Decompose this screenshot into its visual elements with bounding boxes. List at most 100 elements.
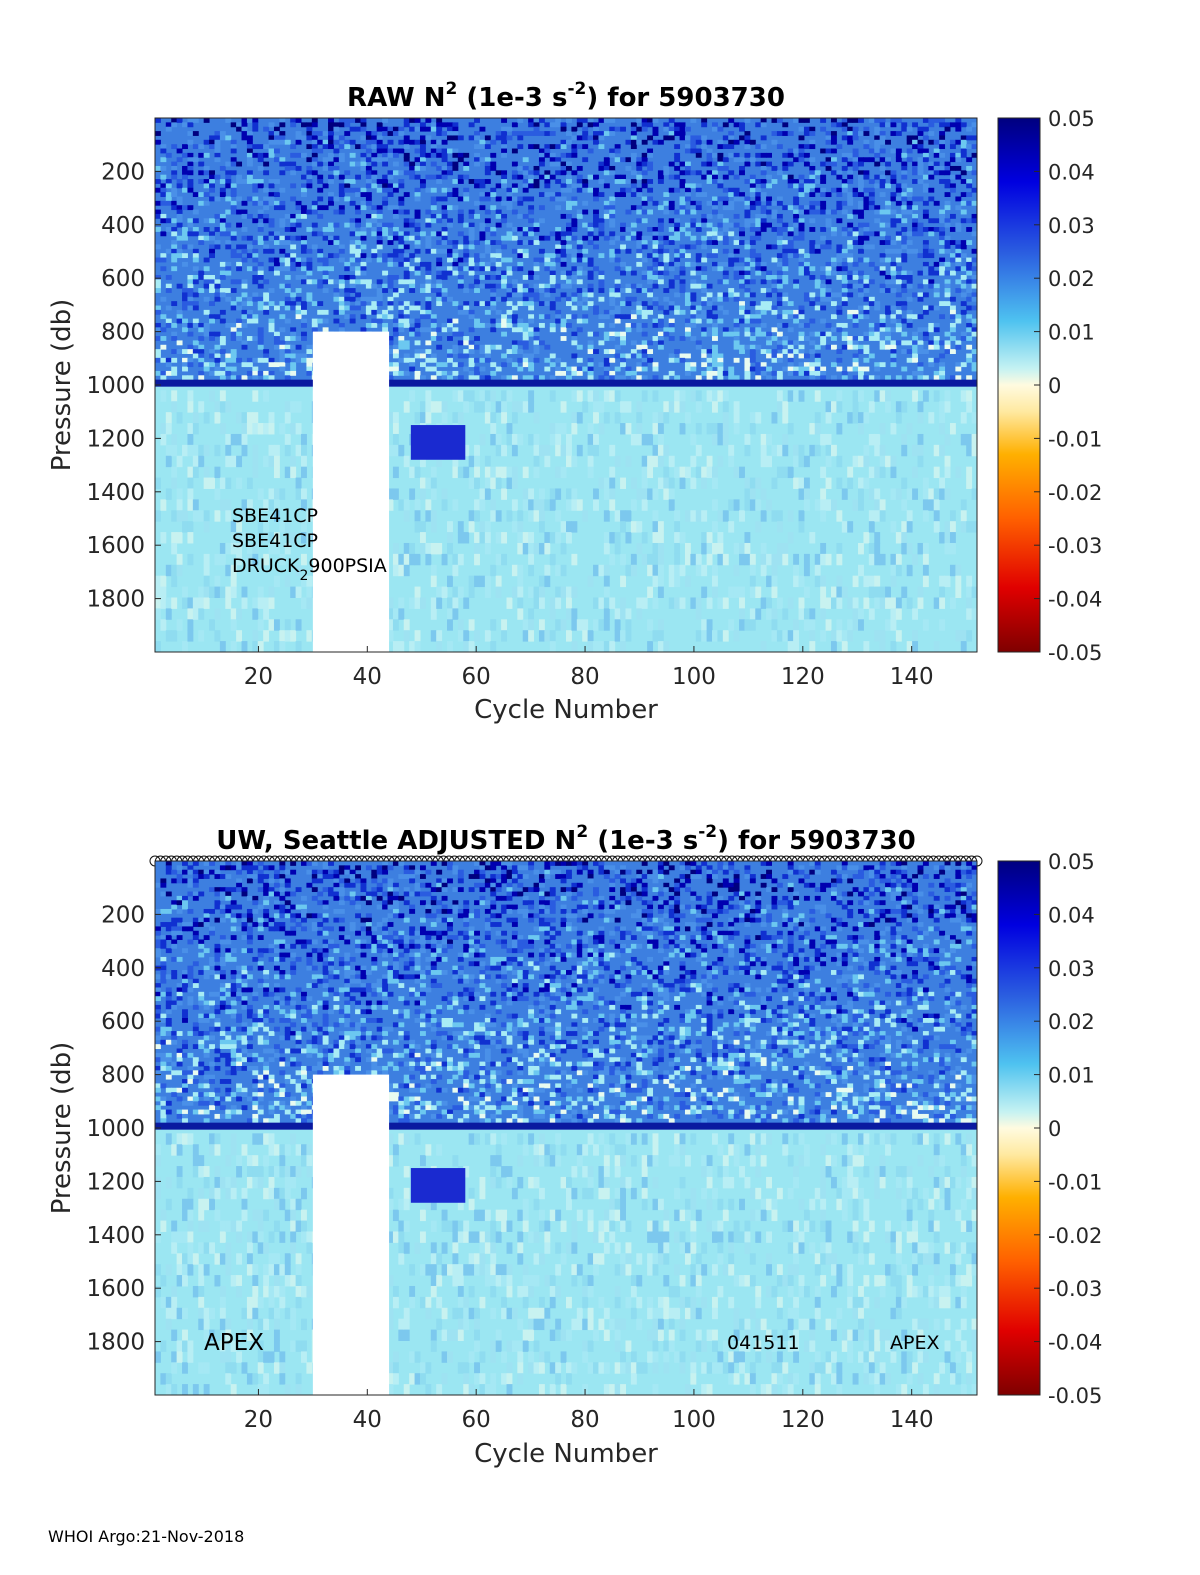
heat-cell bbox=[879, 455, 886, 468]
heat-cell bbox=[874, 131, 881, 136]
heat-cell bbox=[484, 165, 491, 171]
heat-cell bbox=[614, 157, 621, 163]
heat-cell bbox=[620, 192, 626, 197]
heat-cell bbox=[511, 305, 518, 311]
heat-cell bbox=[836, 122, 843, 128]
heat-cell bbox=[538, 619, 545, 631]
heat-cell bbox=[609, 499, 616, 511]
heat-cell bbox=[176, 200, 183, 206]
heat-cell bbox=[793, 553, 800, 566]
heat-cell bbox=[739, 240, 745, 245]
heat-cell bbox=[874, 575, 881, 588]
heat-cell bbox=[728, 139, 735, 145]
heat-cell bbox=[382, 231, 389, 237]
heat-cell bbox=[198, 401, 205, 413]
heat-cell bbox=[468, 244, 475, 250]
heat-cell bbox=[155, 477, 161, 489]
heat-cell bbox=[182, 244, 188, 250]
heat-cell bbox=[160, 336, 167, 341]
heat-cell bbox=[782, 266, 789, 272]
heat-cell bbox=[430, 331, 437, 337]
heat-cell bbox=[625, 301, 632, 307]
heat-cell bbox=[344, 131, 351, 136]
heat-cell bbox=[198, 510, 205, 522]
heat-cell bbox=[533, 122, 540, 128]
heat-cell bbox=[549, 353, 556, 359]
heat-cell bbox=[182, 296, 188, 302]
heat-cell bbox=[403, 301, 410, 307]
heat-cell bbox=[441, 235, 448, 241]
heat-cell bbox=[214, 488, 221, 500]
heat-cell bbox=[657, 521, 664, 533]
heat-cell bbox=[587, 187, 594, 193]
heat-cell bbox=[760, 209, 767, 215]
heat-cell bbox=[890, 597, 897, 609]
heat-cell bbox=[501, 630, 508, 642]
heat-cell bbox=[430, 318, 437, 324]
heat-cell bbox=[755, 196, 762, 202]
heat-cell bbox=[690, 322, 697, 328]
heat-cell bbox=[782, 227, 789, 232]
heat-cell bbox=[522, 488, 529, 500]
heat-cell bbox=[236, 174, 243, 180]
heat-cell bbox=[674, 292, 681, 298]
heat-cell bbox=[722, 331, 729, 337]
heat-cell bbox=[701, 331, 708, 337]
heat-cell bbox=[890, 466, 897, 479]
heat-cell bbox=[868, 586, 875, 598]
heat-cell bbox=[246, 553, 253, 566]
heat-cell bbox=[674, 165, 681, 171]
heat-cell bbox=[387, 174, 394, 180]
heat-cell bbox=[171, 205, 178, 211]
heat-cell bbox=[501, 179, 508, 184]
heat-cell bbox=[549, 131, 556, 136]
heat-cell bbox=[679, 283, 686, 289]
heat-cell bbox=[511, 131, 518, 136]
heat-cell bbox=[766, 305, 772, 311]
heat-cell bbox=[874, 597, 881, 609]
heat-cell bbox=[355, 192, 361, 197]
heat-cell bbox=[820, 466, 827, 479]
heat-cell bbox=[230, 327, 237, 333]
heat-cell bbox=[522, 336, 529, 341]
heat-cell bbox=[706, 455, 713, 468]
heat-cell bbox=[863, 274, 870, 280]
heat-cell bbox=[219, 401, 226, 413]
heat-cell bbox=[160, 433, 167, 446]
heat-cell bbox=[273, 305, 280, 311]
heat-cell bbox=[668, 187, 675, 193]
heat-cell bbox=[284, 630, 291, 642]
heat-cell bbox=[793, 118, 800, 123]
heat-cell bbox=[182, 305, 188, 311]
heat-cell bbox=[760, 362, 767, 368]
heat-cell bbox=[230, 144, 237, 150]
heat-cell bbox=[306, 270, 313, 276]
heat-cell bbox=[609, 357, 616, 363]
heat-cell bbox=[241, 122, 248, 128]
heat-cell bbox=[511, 412, 518, 424]
heat-cell bbox=[630, 144, 637, 150]
heat-cell bbox=[674, 152, 681, 158]
heat-cell bbox=[301, 205, 307, 211]
heat-cell bbox=[549, 608, 556, 620]
heat-cell bbox=[809, 165, 816, 171]
heat-cell bbox=[284, 274, 291, 280]
heat-cell bbox=[317, 266, 324, 272]
heat-cell bbox=[901, 170, 908, 176]
heat-cell bbox=[879, 266, 886, 272]
heat-cell bbox=[885, 122, 891, 128]
heat-cell bbox=[652, 575, 659, 588]
heat-cell bbox=[744, 366, 751, 372]
heat-cell bbox=[490, 412, 497, 424]
heat-cell bbox=[165, 357, 172, 363]
heat-cell bbox=[349, 218, 356, 224]
heat-cell bbox=[246, 152, 253, 158]
heat-cell bbox=[457, 196, 464, 202]
heat-cell bbox=[430, 126, 437, 132]
heat-cell bbox=[890, 314, 897, 320]
heat-cell bbox=[874, 532, 881, 544]
heat-cell bbox=[538, 205, 545, 211]
heat-cell bbox=[782, 336, 789, 341]
heat-cell bbox=[387, 131, 394, 136]
heat-cell bbox=[430, 510, 437, 522]
